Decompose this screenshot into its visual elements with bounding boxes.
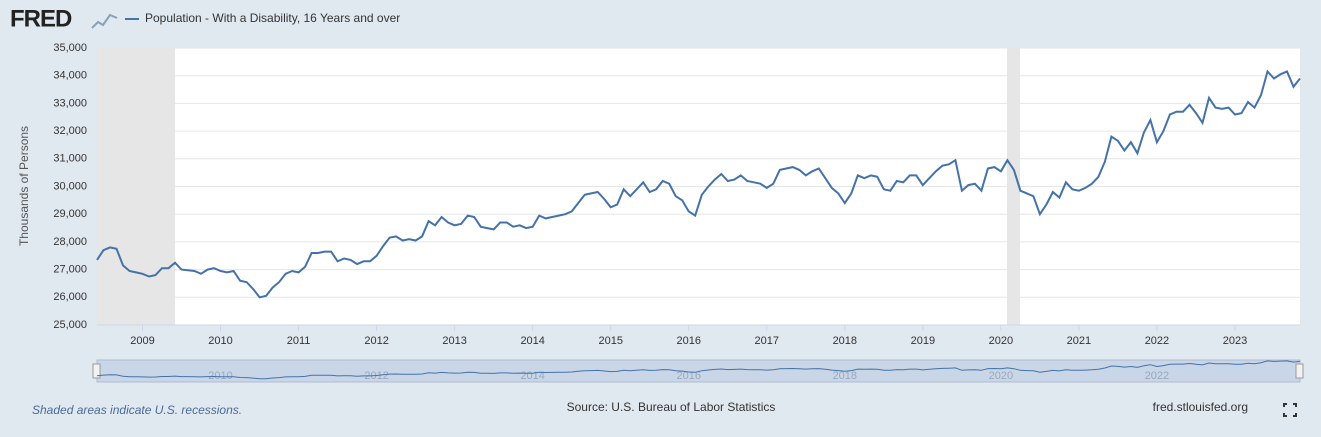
navigator-handle[interactable] bbox=[1295, 363, 1304, 379]
y-tick-label: 32,000 bbox=[53, 125, 87, 137]
navigator-label: 2014 bbox=[520, 370, 544, 382]
logo-icon bbox=[91, 13, 118, 29]
navigator-label: 2018 bbox=[833, 370, 857, 382]
y-tick-label: 27,000 bbox=[53, 264, 87, 276]
x-tick-label: 2011 bbox=[287, 335, 311, 347]
y-tick-label: 35,000 bbox=[53, 42, 87, 54]
site-link[interactable]: fred.stlouisfed.org bbox=[1153, 400, 1248, 414]
fullscreen-icon[interactable] bbox=[1283, 403, 1297, 417]
y-axis-label: Thousands of Persons bbox=[17, 126, 31, 246]
x-tick-label: 2012 bbox=[364, 335, 388, 347]
navigator-label: 2020 bbox=[989, 370, 1013, 382]
x-tick-label: 2010 bbox=[208, 335, 232, 347]
x-tick-label: 2019 bbox=[911, 335, 935, 347]
y-tick-label: 29,000 bbox=[53, 208, 87, 220]
x-tick-label: 2022 bbox=[1145, 335, 1169, 347]
x-tick-label: 2020 bbox=[989, 335, 1013, 347]
x-tick-label: 2009 bbox=[130, 335, 154, 347]
navigator-label: 2010 bbox=[208, 370, 232, 382]
recession-note: Shaded areas indicate U.S. recessions. bbox=[32, 403, 242, 417]
y-tick-label: 30,000 bbox=[53, 180, 87, 192]
logo[interactable]: FRED bbox=[10, 5, 73, 32]
y-tick-label: 33,000 bbox=[53, 97, 87, 109]
navigator-label: 2022 bbox=[1145, 370, 1169, 382]
y-tick-label: 31,000 bbox=[53, 153, 87, 165]
x-tick-label: 2013 bbox=[442, 335, 466, 347]
x-tick-label: 2023 bbox=[1223, 335, 1247, 347]
y-tick-label: 25,000 bbox=[53, 319, 87, 331]
navigator-line bbox=[96, 360, 1301, 380]
y-tick-label: 28,000 bbox=[53, 236, 87, 248]
source: Source: U.S. Bureau of Labor Statistics bbox=[567, 400, 776, 414]
x-tick-label: 2016 bbox=[677, 335, 701, 347]
y-tick-label: 26,000 bbox=[53, 291, 87, 303]
legend-label: Population - With a Disability, 16 Years… bbox=[145, 11, 400, 25]
y-tick-label: 34,000 bbox=[53, 70, 87, 82]
x-tick-label: 2015 bbox=[598, 335, 622, 347]
x-tick-label: 2021 bbox=[1067, 335, 1091, 347]
x-tick-label: 2014 bbox=[520, 335, 544, 347]
x-tick-label: 2017 bbox=[755, 335, 779, 347]
navigator-label: 2016 bbox=[677, 370, 701, 382]
navigator-handle[interactable] bbox=[92, 363, 101, 379]
series-line bbox=[96, 69, 1301, 299]
x-tick-label: 2018 bbox=[833, 335, 857, 347]
